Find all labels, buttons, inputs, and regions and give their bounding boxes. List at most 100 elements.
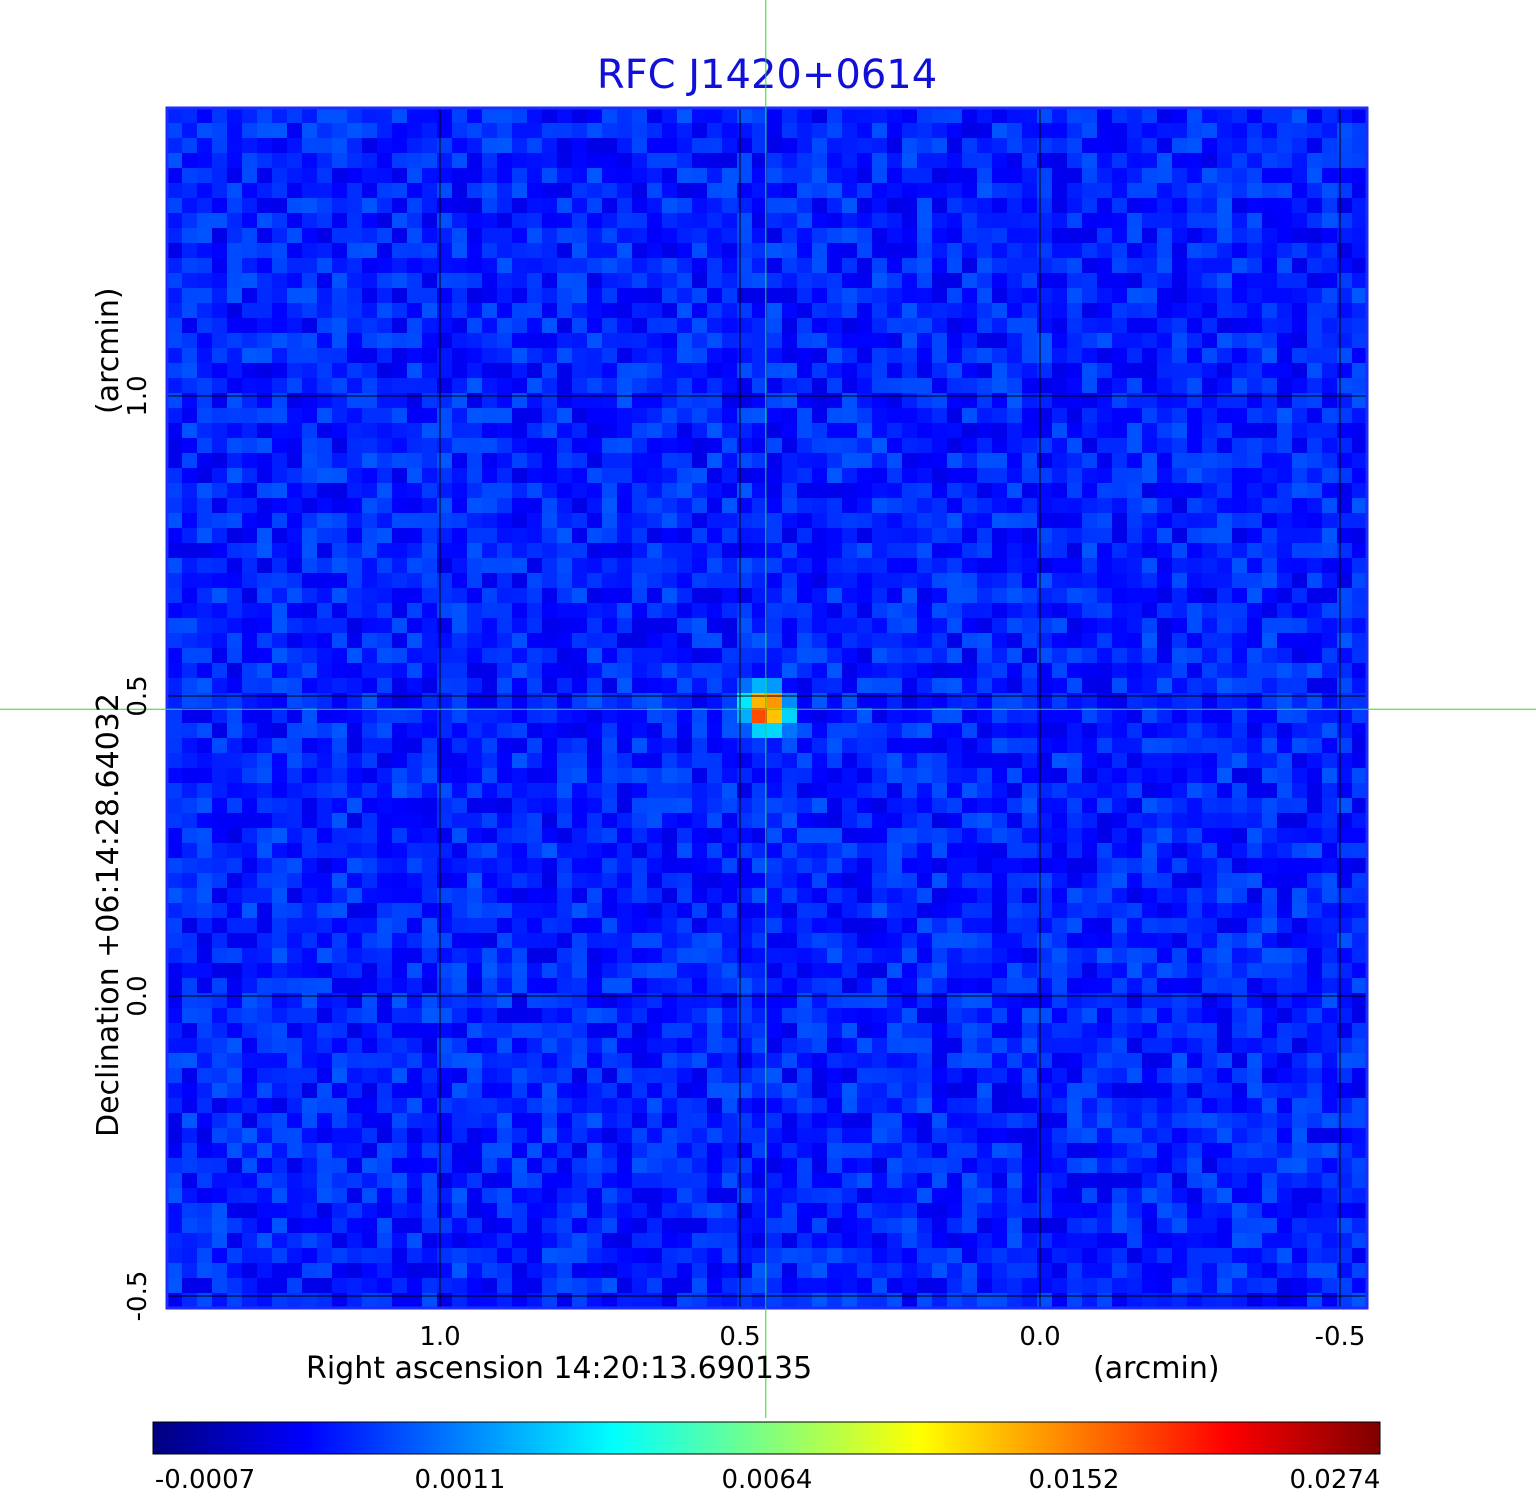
heatmap-cell	[1082, 783, 1098, 799]
heatmap-cell	[887, 873, 903, 889]
heatmap-cell	[362, 1098, 378, 1114]
heatmap-cell	[587, 423, 603, 439]
heatmap-cell	[527, 1203, 543, 1219]
heatmap-cell	[467, 1278, 483, 1294]
heatmap-cell	[887, 258, 903, 274]
heatmap-cell	[887, 1053, 903, 1069]
heatmap-cell	[1067, 1023, 1083, 1039]
heatmap-cell	[812, 273, 828, 289]
heatmap-cell	[392, 258, 408, 274]
heatmap-cell	[317, 618, 333, 634]
heatmap-cell	[722, 828, 738, 844]
heatmap-cell	[422, 273, 438, 289]
heatmap-cell	[677, 348, 693, 364]
heatmap-cell	[737, 858, 753, 874]
heatmap-cell	[797, 903, 813, 919]
heatmap-cell	[1052, 948, 1068, 964]
heatmap-cell	[797, 843, 813, 859]
heatmap-cell	[992, 1158, 1008, 1174]
heatmap-cell	[752, 603, 768, 619]
heatmap-cell	[992, 618, 1008, 634]
heatmap-cell	[347, 558, 363, 574]
heatmap-cell	[632, 1233, 648, 1249]
heatmap-cell	[677, 1083, 693, 1099]
heatmap-cell	[857, 1278, 873, 1294]
heatmap-cell	[602, 108, 618, 124]
heatmap-cell	[722, 678, 738, 694]
heatmap-cell	[362, 318, 378, 334]
heatmap-cell	[467, 1203, 483, 1219]
heatmap-cell	[797, 1263, 813, 1279]
heatmap-cell	[497, 138, 513, 154]
heatmap-cell	[722, 513, 738, 529]
heatmap-cell	[1022, 198, 1038, 214]
heatmap-cell	[212, 153, 228, 169]
heatmap-cell	[377, 588, 393, 604]
heatmap-cell	[197, 1218, 213, 1234]
heatmap-cell	[557, 153, 573, 169]
heatmap-cell	[812, 1173, 828, 1189]
heatmap-cell	[767, 1203, 783, 1219]
heatmap-cell	[632, 123, 648, 139]
heatmap-cell	[662, 198, 678, 214]
heatmap-cell	[377, 1203, 393, 1219]
heatmap-cell	[962, 363, 978, 379]
heatmap-cell	[902, 603, 918, 619]
heatmap-cell	[587, 1143, 603, 1159]
heatmap-cell	[737, 978, 753, 994]
heatmap-cell	[362, 753, 378, 769]
heatmap-cell	[737, 153, 753, 169]
heatmap-cell	[407, 348, 423, 364]
heatmap-cell	[647, 888, 663, 904]
heatmap-cell	[257, 1158, 273, 1174]
heatmap-cell	[797, 1143, 813, 1159]
heatmap-cell	[272, 858, 288, 874]
heatmap-cell	[1082, 543, 1098, 559]
heatmap-cell	[227, 423, 243, 439]
heatmap-cell	[392, 438, 408, 454]
heatmap-cell	[497, 348, 513, 364]
heatmap-cell	[647, 153, 663, 169]
heatmap-cell	[362, 933, 378, 949]
heatmap-cell	[692, 963, 708, 979]
heatmap-cell	[962, 933, 978, 949]
heatmap-cell	[212, 963, 228, 979]
heatmap-cell	[527, 108, 543, 124]
heatmap-cell	[737, 1068, 753, 1084]
heatmap-cell	[887, 1143, 903, 1159]
heatmap-cell	[797, 1008, 813, 1024]
heatmap-cell	[602, 1203, 618, 1219]
heatmap-cell	[527, 993, 543, 1009]
heatmap-cell	[917, 633, 933, 649]
heatmap-cell	[797, 243, 813, 259]
heatmap-cell	[1082, 1143, 1098, 1159]
heatmap-cell	[827, 303, 843, 319]
heatmap-cell	[617, 288, 633, 304]
heatmap-cell	[377, 1068, 393, 1084]
heatmap-cell	[962, 348, 978, 364]
heatmap-cell	[287, 138, 303, 154]
heatmap-cell	[767, 288, 783, 304]
heatmap-cell	[542, 843, 558, 859]
heatmap-cell	[542, 558, 558, 574]
heatmap-cell	[287, 1008, 303, 1024]
heatmap-cell	[512, 618, 528, 634]
heatmap-cell	[602, 123, 618, 139]
heatmap-cell	[527, 393, 543, 409]
heatmap-cell	[392, 108, 408, 124]
heatmap-cell	[272, 423, 288, 439]
heatmap-cell	[212, 603, 228, 619]
heatmap-cell	[257, 558, 273, 574]
heatmap-cell	[962, 558, 978, 574]
heatmap-cell	[692, 768, 708, 784]
heatmap-cell	[752, 798, 768, 814]
heatmap-cell	[497, 1278, 513, 1294]
heatmap-cell	[797, 978, 813, 994]
heatmap-cell	[377, 933, 393, 949]
heatmap-cell	[767, 438, 783, 454]
heatmap-cell	[902, 1263, 918, 1279]
heatmap-cell	[797, 1053, 813, 1069]
heatmap-cell	[722, 978, 738, 994]
heatmap-cell	[437, 993, 453, 1009]
heatmap-cell	[332, 648, 348, 664]
